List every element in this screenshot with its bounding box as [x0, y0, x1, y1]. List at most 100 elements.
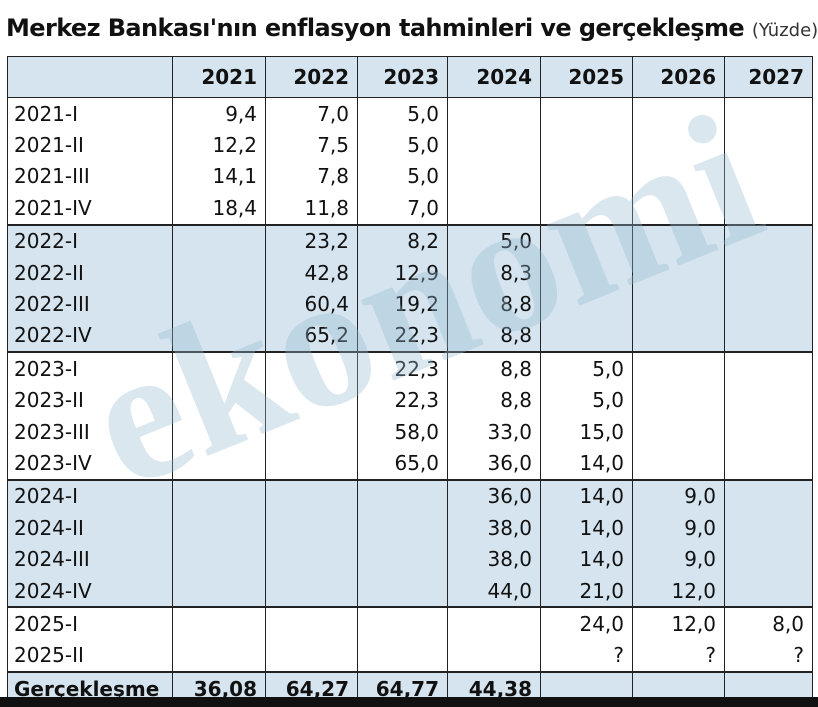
value-cell: 65,2: [265, 319, 358, 353]
empty-cell: [724, 129, 813, 161]
column-header: 2027: [724, 56, 813, 98]
empty-cell: [447, 129, 541, 161]
table-row: 2022-III 60,4 19,2 8,8: [7, 288, 813, 320]
column-header: 2023: [357, 56, 448, 98]
empty-cell: [724, 160, 813, 193]
value-cell: 7,5: [265, 129, 358, 161]
value-cell: 5,0: [357, 97, 448, 130]
value-cell: 8,2: [357, 223, 448, 257]
empty-cell: [447, 639, 541, 673]
row-label: 2023-IV: [7, 447, 173, 480]
row-label: 2023-III: [7, 415, 173, 448]
empty-cell: [724, 384, 813, 416]
empty-cell: [447, 160, 541, 193]
unit: (Yüzde): [751, 20, 818, 41]
value-cell: ?: [540, 639, 633, 673]
value-cell: 14,0: [540, 447, 633, 480]
empty-cell: [172, 606, 266, 640]
value-cell: 14,1: [172, 160, 266, 193]
empty-cell: [724, 223, 813, 257]
empty-cell: [265, 639, 358, 673]
value-cell: ?: [724, 639, 813, 673]
table-row: 2024-II 38,0 14,0 9,0: [7, 512, 813, 544]
value-cell: 36,0: [447, 447, 541, 480]
empty-cell: [265, 447, 358, 480]
title: Merkez Bankası'nın enflasyon tahminleri …: [6, 14, 745, 42]
empty-cell: [357, 512, 448, 544]
empty-cell: [357, 574, 448, 608]
empty-cell: [632, 384, 725, 416]
column-header: 2026: [632, 56, 725, 98]
empty-cell: [172, 543, 266, 575]
value-cell: 33,0: [447, 415, 541, 448]
table-row: 2024-I 36,0 14,0 9,0: [7, 478, 813, 513]
empty-cell: [357, 639, 448, 673]
table-row: 2021-I 9,4 7,0 5,0: [7, 97, 813, 130]
table-row: 2023-III 58,0 33,0 15,0: [7, 415, 813, 448]
table-row: 2022-I 23,2 8,2 5,0: [7, 223, 813, 257]
value-cell: 23,2: [265, 223, 358, 257]
row-label: 2025-II: [7, 639, 173, 673]
table-row: 2022-II 42,8 12,9 8,3: [7, 256, 813, 289]
table-row: 2021-III 14,1 7,8 5,0: [7, 160, 813, 193]
value-cell: 14,0: [540, 478, 633, 513]
empty-cell: [632, 223, 725, 257]
value-cell: 11,8: [265, 192, 358, 225]
empty-cell: [172, 319, 266, 353]
empty-cell: [265, 574, 358, 608]
empty-cell: [172, 512, 266, 544]
table-row: 2025-II???: [7, 639, 813, 673]
empty-cell: [540, 256, 633, 289]
row-label: 2021-I: [7, 97, 173, 130]
value-cell: 21,0: [540, 574, 633, 608]
empty-cell: [265, 512, 358, 544]
empty-cell: [724, 288, 813, 320]
table-row: 2023-IV 65,0 36,0 14,0: [7, 447, 813, 480]
row-label: 2022-II: [7, 256, 173, 289]
table-row: 2021-IV 18,4 11,8 7,0: [7, 192, 813, 225]
empty-cell: [172, 639, 266, 673]
row-label: 2022-IV: [7, 319, 173, 353]
value-cell: 12,9: [357, 256, 448, 289]
title-line: Merkez Bankası'nın enflasyon tahminleri …: [6, 14, 818, 42]
empty-cell: [265, 384, 358, 416]
corner-cell: [7, 56, 173, 98]
empty-cell: [632, 288, 725, 320]
value-cell: 38,0: [447, 512, 541, 544]
value-cell: 14,0: [540, 543, 633, 575]
row-label: 2024-I: [7, 478, 173, 513]
empty-cell: [172, 256, 266, 289]
empty-cell: [540, 97, 633, 130]
value-cell: 44,0: [447, 574, 541, 608]
table-body: 2021-I 9,4 7,0 5,0 2021-II 12,2 7,5 5,0 2021-III…: [7, 97, 813, 707]
empty-cell: [724, 447, 813, 480]
value-cell: 9,0: [632, 478, 725, 513]
empty-cell: [172, 384, 266, 416]
row-label: 2021-II: [7, 129, 173, 161]
value-cell: 58,0: [357, 415, 448, 448]
empty-cell: [447, 192, 541, 225]
value-cell: 8,8: [447, 319, 541, 353]
value-cell: 15,0: [540, 415, 633, 448]
value-cell: 12,0: [632, 606, 725, 640]
empty-cell: [447, 97, 541, 130]
value-cell: 7,0: [265, 97, 358, 130]
empty-cell: [540, 192, 633, 225]
empty-cell: [265, 478, 358, 513]
empty-cell: [540, 319, 633, 353]
empty-cell: [724, 574, 813, 608]
empty-cell: [172, 223, 266, 257]
row-label: 2024-IV: [7, 574, 173, 608]
empty-cell: [632, 319, 725, 353]
table-row: 2023-I 22,3 8,8 5,0: [7, 351, 813, 385]
empty-cell: [632, 192, 725, 225]
empty-cell: [632, 97, 725, 130]
empty-cell: [172, 351, 266, 385]
empty-cell: [724, 512, 813, 544]
value-cell: 7,0: [357, 192, 448, 225]
value-cell: 14,0: [540, 512, 633, 544]
empty-cell: [540, 160, 633, 193]
row-label: 2021-IV: [7, 192, 173, 225]
value-cell: 36,0: [447, 478, 541, 513]
empty-cell: [357, 606, 448, 640]
